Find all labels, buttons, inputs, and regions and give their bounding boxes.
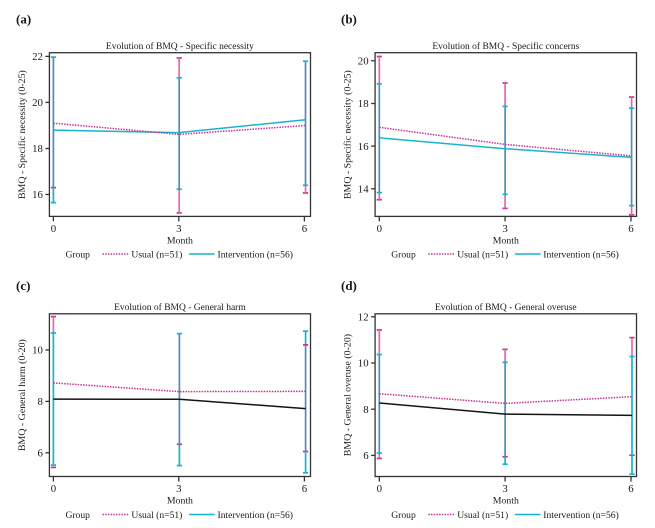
svg-text:6: 6 (302, 223, 308, 235)
svg-text:16: 16 (32, 189, 43, 201)
svg-text:Group: Group (65, 249, 90, 260)
svg-text:20: 20 (32, 97, 43, 109)
svg-text:(d): (d) (341, 278, 357, 293)
svg-text:14: 14 (358, 184, 369, 196)
svg-text:Usual (n=51): Usual (n=51) (457, 510, 508, 521)
svg-text:20: 20 (358, 56, 369, 68)
svg-text:6: 6 (37, 448, 43, 460)
svg-text:12: 12 (358, 312, 369, 324)
svg-text:16: 16 (358, 141, 369, 153)
svg-text:Month: Month (167, 496, 193, 507)
svg-text:Month: Month (167, 236, 193, 247)
svg-text:BMQ - Specific necessity (0-25: BMQ - Specific necessity (0-25) (17, 70, 28, 199)
svg-text:3: 3 (502, 483, 507, 495)
svg-text:18: 18 (32, 143, 43, 155)
svg-text:Evolution of BMQ - General ove: Evolution of BMQ - General overuse (435, 302, 577, 313)
svg-text:BMQ - General overuse (0-20): BMQ - General overuse (0-20) (342, 334, 353, 456)
svg-text:Month: Month (493, 496, 519, 507)
svg-text:Usual (n=51): Usual (n=51) (131, 249, 182, 260)
svg-text:Group: Group (65, 510, 90, 521)
svg-text:8: 8 (37, 396, 42, 408)
svg-text:(b): (b) (341, 12, 357, 27)
svg-text:Usual (n=51): Usual (n=51) (131, 510, 182, 521)
svg-text:10: 10 (32, 345, 43, 357)
svg-text:Usual (n=51): Usual (n=51) (457, 249, 508, 260)
svg-text:0: 0 (51, 483, 56, 495)
svg-text:Evolution of BMQ - Specific ne: Evolution of BMQ - Specific necessity (106, 41, 254, 52)
svg-text:6: 6 (363, 450, 369, 462)
svg-text:0: 0 (377, 223, 382, 235)
svg-text:22: 22 (32, 51, 43, 63)
svg-text:6: 6 (628, 483, 634, 495)
svg-text:BMQ - Specific necessity (0-25: BMQ - Specific necessity (0-25) (342, 70, 353, 199)
svg-text:Evolution of BMQ - Specific co: Evolution of BMQ - Specific concerns (432, 41, 579, 52)
svg-text:10: 10 (358, 358, 369, 370)
svg-text:(a): (a) (16, 12, 31, 27)
svg-text:Group: Group (391, 249, 416, 260)
svg-text:8: 8 (363, 404, 368, 416)
svg-text:Intervention (n=56): Intervention (n=56) (543, 510, 618, 521)
svg-text:BMQ - General harm (0-20): BMQ - General harm (0-20) (17, 339, 28, 451)
svg-text:6: 6 (302, 483, 308, 495)
svg-text:3: 3 (176, 483, 181, 495)
svg-text:Intervention (n=56): Intervention (n=56) (218, 510, 293, 521)
svg-text:3: 3 (176, 223, 181, 235)
svg-text:0: 0 (377, 483, 382, 495)
svg-text:Group: Group (391, 510, 416, 521)
svg-text:18: 18 (358, 98, 369, 110)
svg-text:6: 6 (628, 223, 634, 235)
svg-text:0: 0 (51, 223, 56, 235)
svg-text:Evolution of BMQ - General har: Evolution of BMQ - General harm (114, 302, 246, 313)
svg-text:Intervention (n=56): Intervention (n=56) (218, 249, 293, 260)
svg-text:Month: Month (493, 236, 519, 247)
svg-text:Intervention (n=56): Intervention (n=56) (543, 249, 618, 260)
svg-text:(c): (c) (16, 278, 30, 293)
svg-text:3: 3 (502, 223, 507, 235)
